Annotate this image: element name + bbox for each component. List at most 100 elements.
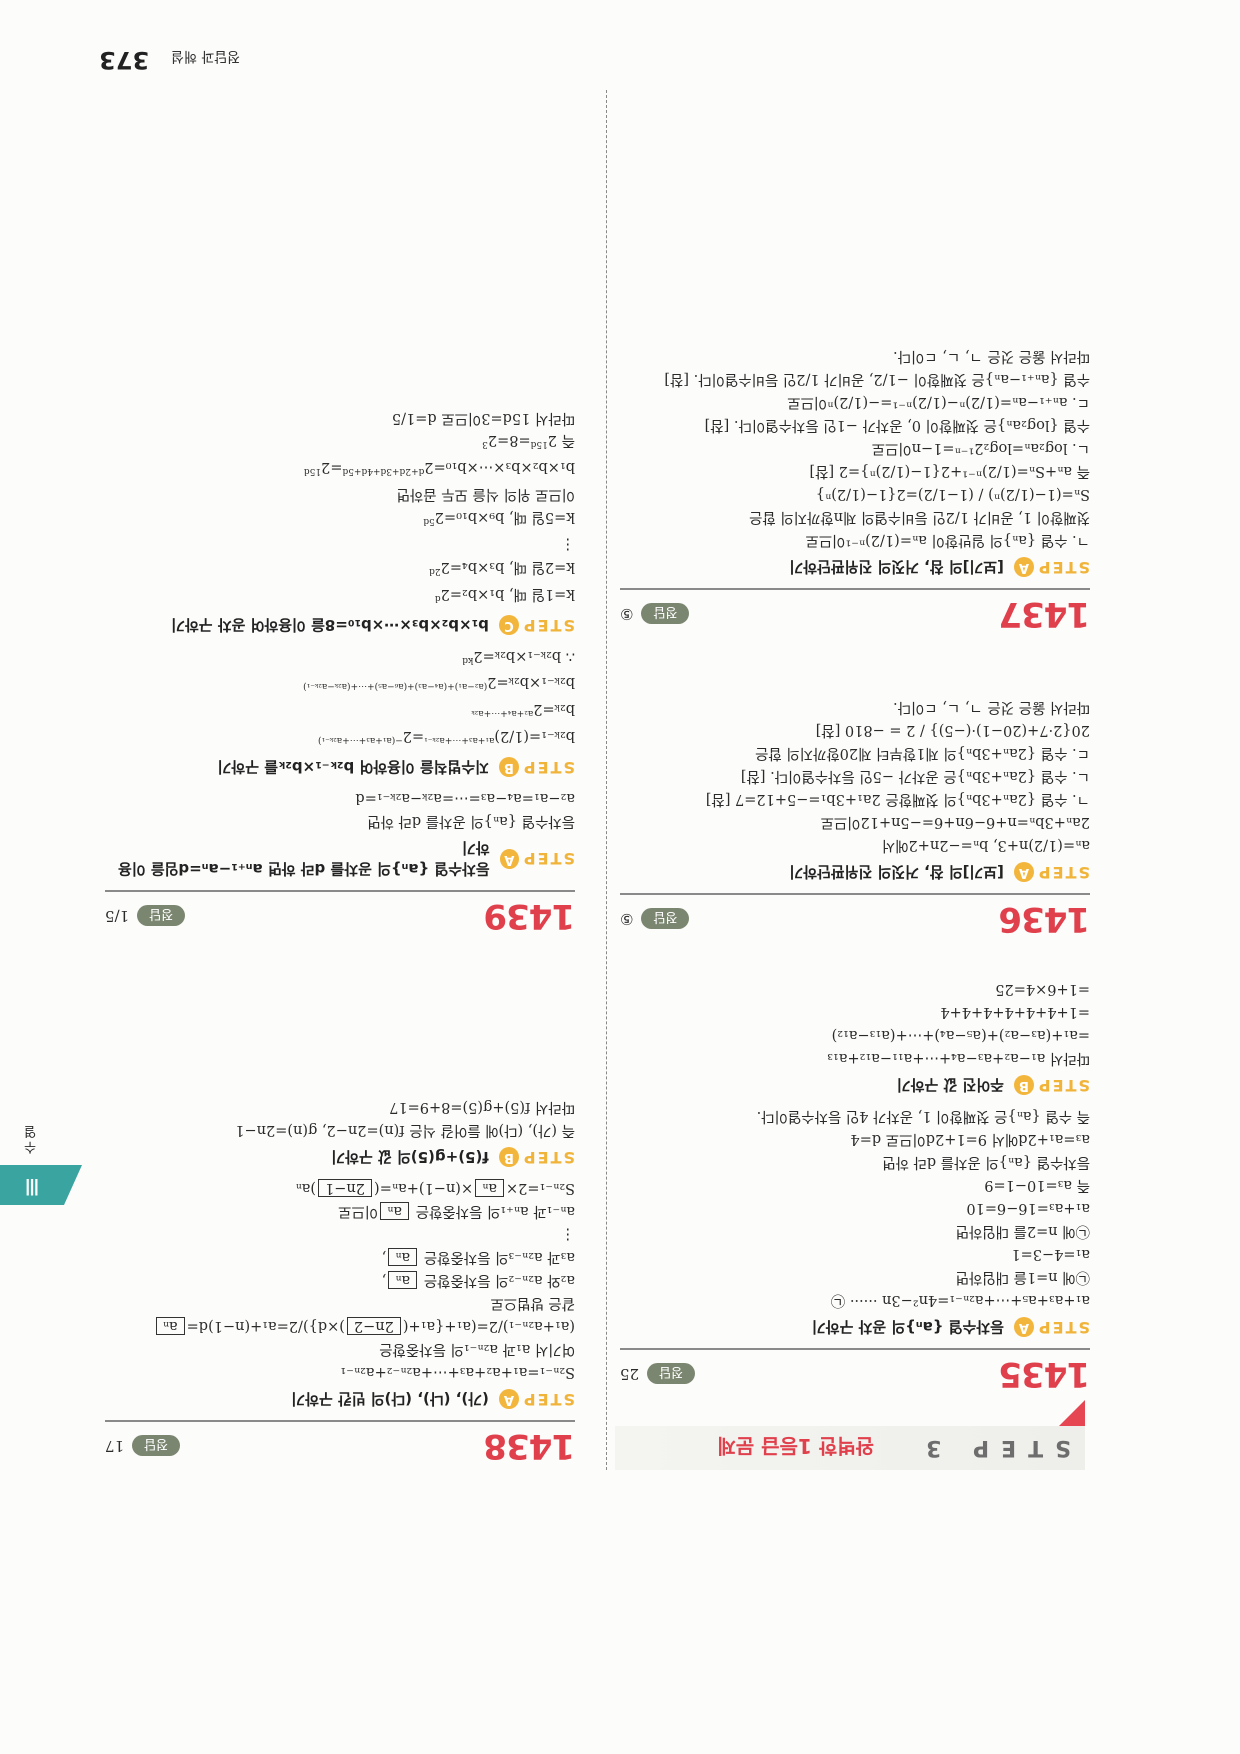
step-label: STEP — [521, 758, 575, 777]
boxed-answer: aₙ — [388, 1271, 418, 1289]
math-text: , — [381, 1249, 387, 1265]
answer-value: 1/5 — [105, 907, 130, 925]
solution-line: 즉 a₃=10−1=9 — [984, 1177, 1090, 1193]
solution-line: ㄱ. 수열 {aₙ}의 일반항이 aₙ=(1/2)ⁿ⁻¹이므로 — [805, 532, 1090, 548]
exponent: d+2d+3d+4d+5d — [342, 466, 425, 477]
problem-number: 1435 — [999, 1354, 1090, 1394]
problem-header: 1437 정답 ⑤ — [620, 588, 1090, 634]
problem-number: 1437 — [999, 594, 1090, 634]
math-text: ×(n−1)+aₙ=( — [374, 1180, 474, 1196]
answer: 정답 ⑤ — [620, 603, 690, 625]
answer-label: 정답 — [641, 603, 690, 625]
problem-1437: 1437 정답 ⑤ STEP A [보기]의 참, 거짓의 진위판단하기 ㄱ. 수열 {aₙ… — [620, 344, 1090, 634]
step-badge-icon: B — [498, 1147, 519, 1168]
solution-line: 따라서 옳은 것은 ㄱ, ㄴ, ㄷ이다. — [893, 699, 1090, 715]
solution-line: 이므로 위의 식을 모두 곱하면 — [396, 486, 575, 503]
math-text: ∴ b₂ₖ₋₁×b₂ₖ=2 — [473, 647, 575, 664]
problem-number: 1438 — [484, 1426, 575, 1466]
solution-line: 첫째항이 1, 공비가 1/2인 등비수열의 제n항까지의 합은 — [749, 509, 1090, 525]
solution-line: =1+4+4+4+4+4+4 — [940, 1004, 1090, 1020]
math-text: =2 — [321, 459, 343, 476]
chapter-tab[interactable]: Ⅲ — [0, 1165, 64, 1205]
boxed-answer: aₙ — [475, 1179, 504, 1197]
section-label: 정답과 해설 — [171, 48, 240, 64]
step-heading: STEP A (가), (나), (다)의 빈칸 구하기 — [105, 1389, 575, 1410]
step-label: STEP — [1036, 863, 1090, 882]
answer-label: 정답 — [641, 908, 690, 930]
answer-value: ⑤ — [620, 605, 634, 623]
solution-line: ⋮ — [560, 536, 576, 553]
answer-label: 정답 — [137, 905, 186, 927]
step-badge-icon: A — [498, 1389, 519, 1410]
problem-1439: 1439 정답 1/5 STEP A 등차수열 {aₙ}의 공차를 d라 하면 aₙ₊₁−… — [105, 406, 575, 936]
solution-line: aₙ=(1/2)n+3, bₙ=−2n+2에서 — [881, 837, 1090, 853]
solution-line: ㉡에 n=1을 대입하면 — [955, 1269, 1090, 1285]
solution-line: 등차수열 {aₙ}의 공차를 d라 하면 — [882, 1154, 1090, 1170]
step-badge-icon: A — [1013, 862, 1034, 883]
step-title: 등차수열 {aₙ}의 공차를 d라 하면 aₙ₊₁−aₙ=d임을 이용하기 — [117, 839, 490, 878]
solution-line: ⋮ — [560, 1226, 576, 1242]
problem-header: 1435 정답 25 — [620, 1348, 1090, 1394]
math-text: )aₙ — [295, 1180, 317, 1196]
chapter-label: 수열 — [24, 1123, 36, 1154]
answer-value: ⑤ — [620, 910, 634, 928]
step-title: (가), (나), (다)의 빈칸 구하기 — [291, 1390, 489, 1408]
math-text: a₂와 a₂ₙ₋₂의 등차중항은 — [419, 1272, 575, 1288]
boxed-answer: aₙ — [388, 1248, 418, 1266]
step-title: [보기]의 참, 거짓의 진위판단하기 — [789, 863, 1004, 881]
solution-line: k=1일 때, b₁×b₂=2d — [105, 582, 575, 609]
step-label: STEP — [1036, 1318, 1090, 1337]
step-title: b₁×b₂×b₃×⋯×b₁₀=8을 이용하여 공차 구하기 — [171, 615, 489, 634]
math-text: k=1일 때, b₁×b₂=2 — [440, 585, 575, 602]
exponent: a₁+a₃+⋯+a₂ₖ₋₁ — [424, 735, 495, 745]
solution-line: b₂ₖ₋₁×b₂ₖ=2(a₂−a₁)+(a₄−a₃)+(a₆−a₅)+⋯+(a₂… — [105, 671, 575, 698]
solution-line: 수열 {log₂aₙ}은 첫째항이 0, 공차가 −1인 등차수열이다. [참] — [704, 417, 1090, 433]
solution-line: (a₁+a₂ₙ₋₁)/2=(a₁+{a₁+(2n−2)×d})/2=a₁+(n−… — [105, 1314, 575, 1337]
exponent: −(a₁+a₃+⋯+a₂ₖ₋₁) — [318, 735, 403, 745]
exponent: 2d — [429, 565, 441, 576]
step-heading: STEP A 등차수열 {aₙ}의 공차 구하기 — [620, 1317, 1090, 1338]
exponent: a₂+a₄+⋯+a₂ₖ — [471, 708, 534, 719]
step-title: 지수법칙을 이용하여 b₂ₖ₋₁×b₂ₖ를 구하기 — [217, 758, 489, 776]
solution-line: b₂ₖ₋₁=(1/2)a₁+a₃+⋯+a₂ₖ₋₁=2−(a₁+a₃+⋯+a₂ₖ₋… — [105, 724, 575, 751]
step-badge-icon: B — [1013, 1075, 1034, 1096]
math-text: S₂ₙ₋₁=2× — [505, 1180, 575, 1196]
problem-1436: 1436 정답 ⑤ STEP A [보기]의 참, 거짓의 진위판단하기 aₙ=(1/2)n… — [620, 695, 1090, 939]
exponent: 3 — [482, 439, 488, 450]
solution-line: =a₁+(a₃−a₂)+(a₅−a₄)+⋯+(a₁₃−a₁₂) — [831, 1027, 1090, 1043]
step-label: STEP — [521, 849, 575, 869]
step-label: STEP — [521, 1390, 575, 1409]
math-text: (a₁+a₂ₙ₋₁)/2=(a₁+{a₁+( — [402, 1318, 575, 1334]
problem-1435: 1435 정답 25 STEP A 등차수열 {aₙ}의 공차 구하기 a₁+a₃+a₅+⋯… — [620, 977, 1090, 1394]
solution-line: 수열 {aₙ₊₁−aₙ}은 첫째항이 −1/2, 공비가 1/2인 등비수열이다… — [664, 371, 1090, 387]
solution-line: ㄱ. 수열 {2aₙ+3bₙ}의 첫째항은 2a₁+3b₁=−5+12=7 [참… — [705, 791, 1090, 807]
answer-label: 정답 — [132, 1435, 181, 1457]
banner-corner-triangle-icon — [1059, 1400, 1085, 1426]
page-number: 373 — [99, 46, 150, 74]
boxed-answer: aₙ — [380, 1202, 410, 1220]
solution-line: =1+6×4=25 — [995, 981, 1090, 997]
solution-line: a₁+a₃+a₅+⋯+a₂ₙ₋₁=4n²−3n ······ ㉡ — [830, 1292, 1090, 1308]
step-badge-icon: A — [499, 849, 519, 869]
answer: 정답 1/5 — [105, 905, 186, 927]
solution-line: 즉 215d=8=23 — [105, 429, 575, 456]
column-divider — [606, 90, 607, 1470]
step-heading: STEP B 지수법칙을 이용하여 b₂ₖ₋₁×b₂ₖ를 구하기 — [105, 757, 575, 778]
exponent: 5d — [423, 516, 435, 527]
solution-line: a₁+a₃=16−6=10 — [966, 1200, 1090, 1216]
solution-line: 따라서 옳은 것은 ㄱ, ㄴ, ㄷ이다. — [893, 348, 1090, 364]
step-heading: STEP A [보기]의 참, 거짓의 진위판단하기 — [620, 862, 1090, 883]
solution-line: a₃과 a₂ₙ₋₃의 등차중항은 aₙ, — [105, 1245, 575, 1268]
step-title: 주어진 값 구하기 — [896, 1076, 1004, 1094]
math-text: 즉 2 — [547, 432, 575, 449]
answer-label: 정답 — [647, 1363, 696, 1385]
math-text: =2 — [402, 728, 425, 745]
banner-title: 완벽한 1등급 문제 — [717, 1434, 875, 1459]
solution-line: ∴ b₂ₖ₋₁×b₂ₖ=2kd — [105, 644, 575, 671]
solution-line: aₙ₋₁과 aₙ₊₁의 등차중항은 aₙ이므로 — [105, 1199, 575, 1222]
step-label: STEP — [1036, 1076, 1090, 1095]
math-text: k=5일 때, b₉×b₁₀=2 — [434, 509, 575, 526]
